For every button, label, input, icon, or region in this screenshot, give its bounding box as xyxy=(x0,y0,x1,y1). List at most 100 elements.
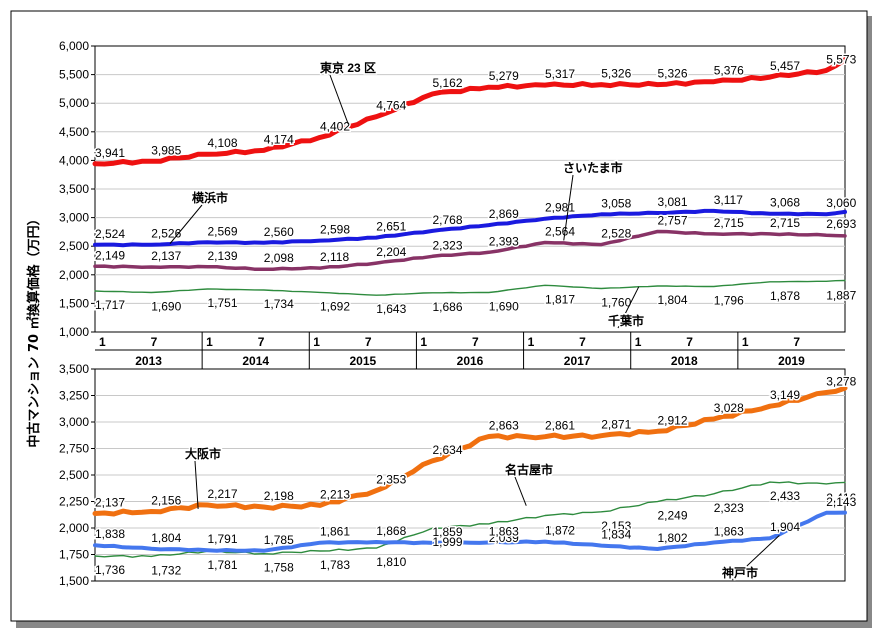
bottom-y-tick-label: 3,250 xyxy=(59,389,89,403)
top-y-tick-label: 5,000 xyxy=(59,96,89,110)
bottom-y-tick-label: 2,000 xyxy=(59,521,89,535)
x-tick-label: 7 xyxy=(686,335,693,349)
bottom-data-label: 1,872 xyxy=(545,524,575,538)
x-year-label: 2016 xyxy=(457,354,484,368)
bottom-y-tick-label: 1,500 xyxy=(59,574,89,588)
top-data-label: 1,804 xyxy=(658,293,688,307)
bottom-data-label: 2,217 xyxy=(208,487,238,501)
top-data-label: 2,526 xyxy=(151,227,181,241)
top-data-label: 2,149 xyxy=(95,248,125,262)
top-y-tick-label: 1,500 xyxy=(59,296,89,310)
top-data-label: 1,692 xyxy=(320,299,350,313)
top-data-label: 2,598 xyxy=(320,223,350,237)
bottom-data-label: 1,736 xyxy=(95,563,125,577)
x-tick-label: 1 xyxy=(528,335,535,349)
top-data-label: 1,717 xyxy=(95,298,125,312)
top-data-label: 3,058 xyxy=(601,196,631,210)
top-data-label: 2,560 xyxy=(264,225,294,239)
bottom-data-label: 1,868 xyxy=(376,524,406,538)
top-leader-line xyxy=(563,174,574,241)
bottom-data-label: 2,861 xyxy=(545,419,575,433)
top-data-label: 1,878 xyxy=(770,289,800,303)
top-data-label: 1,686 xyxy=(433,300,463,314)
bottom-leader-line xyxy=(514,476,527,506)
top-data-label: 2,528 xyxy=(601,227,631,241)
bottom-data-label: 2,213 xyxy=(320,487,350,501)
top-data-label: 1,734 xyxy=(264,297,294,311)
bottom-y-tick-label: 2,250 xyxy=(59,495,89,509)
x-tick-label: 7 xyxy=(793,335,800,349)
bottom-data-label: 2,353 xyxy=(376,473,406,487)
x-tick-label: 7 xyxy=(258,335,265,349)
bottom-y-tick-label: 3,500 xyxy=(59,362,89,376)
bottom-series-name: 神戸市 xyxy=(722,565,758,580)
top-data-label: 4,402 xyxy=(320,119,350,133)
top-data-label: 5,279 xyxy=(489,69,519,83)
bottom-y-tick-label: 1,750 xyxy=(59,548,89,562)
bottom-data-label: 1,861 xyxy=(320,525,350,539)
top-data-label: 2,137 xyxy=(151,249,181,263)
top-y-tick-label: 4,000 xyxy=(59,153,89,167)
x-tick-label: 7 xyxy=(365,335,372,349)
top-data-label: 2,524 xyxy=(95,227,125,241)
x-tick-label: 7 xyxy=(579,335,586,349)
top-series-line-1 xyxy=(93,208,847,248)
x-year-label: 2013 xyxy=(135,354,162,368)
top-data-label: 4,174 xyxy=(264,132,294,146)
top-data-label: 3,117 xyxy=(714,193,743,207)
x-tick-label: 1 xyxy=(99,335,106,349)
top-data-label: 1,887 xyxy=(826,288,856,302)
top-data-label: 2,693 xyxy=(826,217,856,231)
top-series-line-0 xyxy=(92,57,848,167)
top-data-label: 3,060 xyxy=(826,196,856,210)
top-y-tick-label: 2,000 xyxy=(59,268,89,282)
top-data-label: 4,764 xyxy=(376,99,406,113)
top-data-label: 1,817 xyxy=(545,292,575,306)
bottom-data-label: 1,802 xyxy=(658,531,688,545)
top-leader-line xyxy=(169,204,203,244)
bottom-data-label: 1,859 xyxy=(433,525,463,539)
top-plot-grid xyxy=(91,45,846,333)
top-data-label: 1,796 xyxy=(714,293,744,307)
x-year-label: 2014 xyxy=(242,354,269,368)
bottom-data-label: 2,039 xyxy=(489,531,519,545)
bottom-data-label: 2,863 xyxy=(489,419,519,433)
top-data-label: 3,068 xyxy=(770,196,800,210)
y-axis-label: 中古マンション 70 ㎡換算価格（万円） xyxy=(26,212,42,447)
series-layer xyxy=(92,57,848,558)
bottom-data-label: 2,323 xyxy=(714,501,744,515)
bottom-leader-line xyxy=(194,460,199,509)
top-data-label: 5,162 xyxy=(433,76,463,90)
top-data-label: 2,715 xyxy=(770,216,800,230)
top-data-label: 2,757 xyxy=(658,213,688,227)
bottom-series-name: 名古屋市 xyxy=(505,462,553,477)
top-data-label: 5,317 xyxy=(545,67,575,81)
top-y-tick-label: 5,500 xyxy=(59,68,89,82)
bottom-data-label: 2,118 xyxy=(545,522,574,536)
top-y-tick-label: 1,000 xyxy=(59,325,89,339)
top-data-label: 2,651 xyxy=(376,220,406,234)
bottom-data-label: 1,863 xyxy=(489,525,519,539)
x-tick-label: 1 xyxy=(635,335,642,349)
top-y-tick-label: 4,500 xyxy=(59,125,89,139)
top-y-tick-label: 3,500 xyxy=(59,182,89,196)
top-series-name: 横浜市 xyxy=(192,190,228,205)
top-data-label: 5,326 xyxy=(601,67,631,81)
bottom-data-label: 1,804 xyxy=(151,531,181,545)
bottom-data-label: 1,810 xyxy=(376,555,406,569)
top-data-label: 1,690 xyxy=(489,300,519,314)
top-data-label: 2,715 xyxy=(714,216,744,230)
bottom-y-tick-label: 2,750 xyxy=(59,442,89,456)
bottom-data-label: 1,732 xyxy=(151,563,181,577)
bottom-data-label: 1,834 xyxy=(601,528,631,542)
top-data-label: 5,457 xyxy=(770,59,800,73)
top-data-label: 2,204 xyxy=(376,245,406,259)
bottom-data-label: 1,863 xyxy=(714,525,744,539)
x-tick-label: 1 xyxy=(420,335,427,349)
top-series-name: 千葉市 xyxy=(608,313,644,328)
top-data-label: 4,108 xyxy=(208,136,238,150)
bottom-data-label: 1,999 xyxy=(433,535,463,549)
x-tick-label: 1 xyxy=(742,335,749,349)
x-year-label: 2018 xyxy=(671,354,698,368)
x-year-label: 2019 xyxy=(778,354,805,368)
